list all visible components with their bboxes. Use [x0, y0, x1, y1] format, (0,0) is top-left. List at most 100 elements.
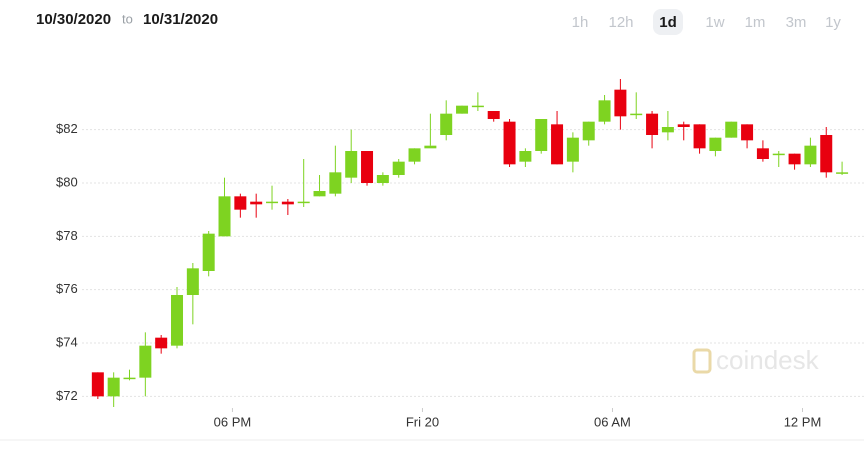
candle — [582, 121, 595, 146]
candle — [756, 140, 769, 162]
range-button[interactable]: 3m — [786, 14, 807, 31]
candle — [376, 172, 389, 186]
candle-body — [772, 153, 785, 156]
candle-body — [186, 268, 199, 295]
candle-body — [487, 111, 500, 119]
candle — [820, 127, 833, 178]
candle-body — [392, 161, 405, 175]
candle — [646, 111, 659, 149]
candle-body — [123, 377, 136, 380]
range-button[interactable]: 1w — [705, 14, 724, 31]
candle-body — [661, 127, 674, 133]
candle — [614, 79, 627, 130]
candle-body — [630, 113, 643, 116]
candle — [408, 148, 421, 165]
candle-body — [376, 175, 389, 183]
candle — [171, 287, 184, 349]
candle — [535, 119, 548, 154]
candle — [440, 100, 453, 141]
y-tick-label: $72 — [56, 388, 78, 403]
candle — [677, 121, 690, 141]
watermark-text: coindesk — [716, 345, 820, 375]
candle-body — [471, 105, 484, 108]
date-separator: to — [122, 11, 133, 26]
y-tick-label: $78 — [56, 228, 78, 243]
candle-body — [519, 151, 532, 162]
y-tick-label: $74 — [56, 334, 78, 349]
range-button[interactable]: 1h — [572, 14, 589, 31]
candle-body — [361, 151, 374, 183]
candle — [329, 145, 342, 197]
candle-body — [345, 151, 358, 178]
candle-body — [408, 148, 421, 162]
candle — [741, 124, 754, 149]
candle — [281, 199, 294, 215]
range-button[interactable]: 1m — [745, 14, 766, 31]
candle — [123, 369, 136, 381]
candle — [186, 263, 199, 325]
candle-body — [218, 196, 231, 237]
candle — [630, 92, 643, 119]
candle-body — [598, 100, 611, 122]
candle-body — [139, 345, 152, 378]
candle-body — [266, 201, 279, 204]
candle — [836, 161, 849, 175]
candle — [456, 105, 469, 114]
candle-body — [551, 124, 564, 165]
candle-body — [281, 201, 294, 205]
candle — [566, 132, 579, 173]
candle-body — [313, 191, 326, 197]
candle-body — [202, 233, 215, 271]
candle-body — [234, 196, 247, 210]
candle — [361, 151, 374, 186]
candle-body — [566, 137, 579, 162]
candle-body — [503, 121, 516, 165]
x-tick-label: Fri 20 — [406, 414, 439, 429]
candle — [202, 231, 215, 277]
candle — [471, 92, 484, 111]
watermark: coindesk — [692, 345, 820, 375]
candle — [313, 175, 326, 197]
candle-body — [614, 89, 627, 117]
candle-body — [250, 201, 263, 205]
x-tick-label: 06 PM — [214, 414, 252, 429]
candle-body — [440, 113, 453, 135]
y-tick-label: $82 — [56, 121, 78, 136]
candle-body — [804, 145, 817, 165]
range-button[interactable]: 1y — [825, 14, 841, 31]
candle-body — [725, 121, 738, 138]
watermark-logo — [692, 348, 712, 374]
candle-body — [693, 124, 706, 149]
candle — [297, 159, 310, 207]
candle-body — [677, 124, 690, 127]
candle-body — [297, 201, 310, 204]
candle — [424, 113, 437, 149]
candle — [345, 129, 358, 183]
candle-body — [820, 135, 833, 173]
candle-body — [424, 145, 437, 149]
start-date: 10/30/2020 — [36, 11, 111, 28]
candle — [266, 185, 279, 210]
candle — [91, 372, 104, 399]
candle — [519, 148, 532, 167]
candle-body — [91, 372, 104, 397]
candle — [709, 137, 722, 157]
candle-body — [788, 153, 801, 165]
candle-body — [456, 105, 469, 114]
candle — [693, 124, 706, 154]
candle — [772, 151, 785, 167]
candle — [155, 335, 168, 354]
candle — [725, 121, 738, 138]
candle — [107, 372, 120, 407]
candle-body — [329, 172, 342, 194]
x-tick-label: 12 PM — [784, 414, 822, 429]
candle-body — [582, 121, 595, 141]
candle — [250, 193, 263, 218]
range-button[interactable]: 12h — [608, 14, 633, 31]
range-selector: 1h 12h 1d 1w 1m 3m 1y — [572, 9, 841, 35]
range-button[interactable]: 1d — [659, 14, 677, 31]
candle — [661, 111, 674, 141]
candle-body — [836, 172, 849, 174]
candle — [503, 119, 516, 167]
